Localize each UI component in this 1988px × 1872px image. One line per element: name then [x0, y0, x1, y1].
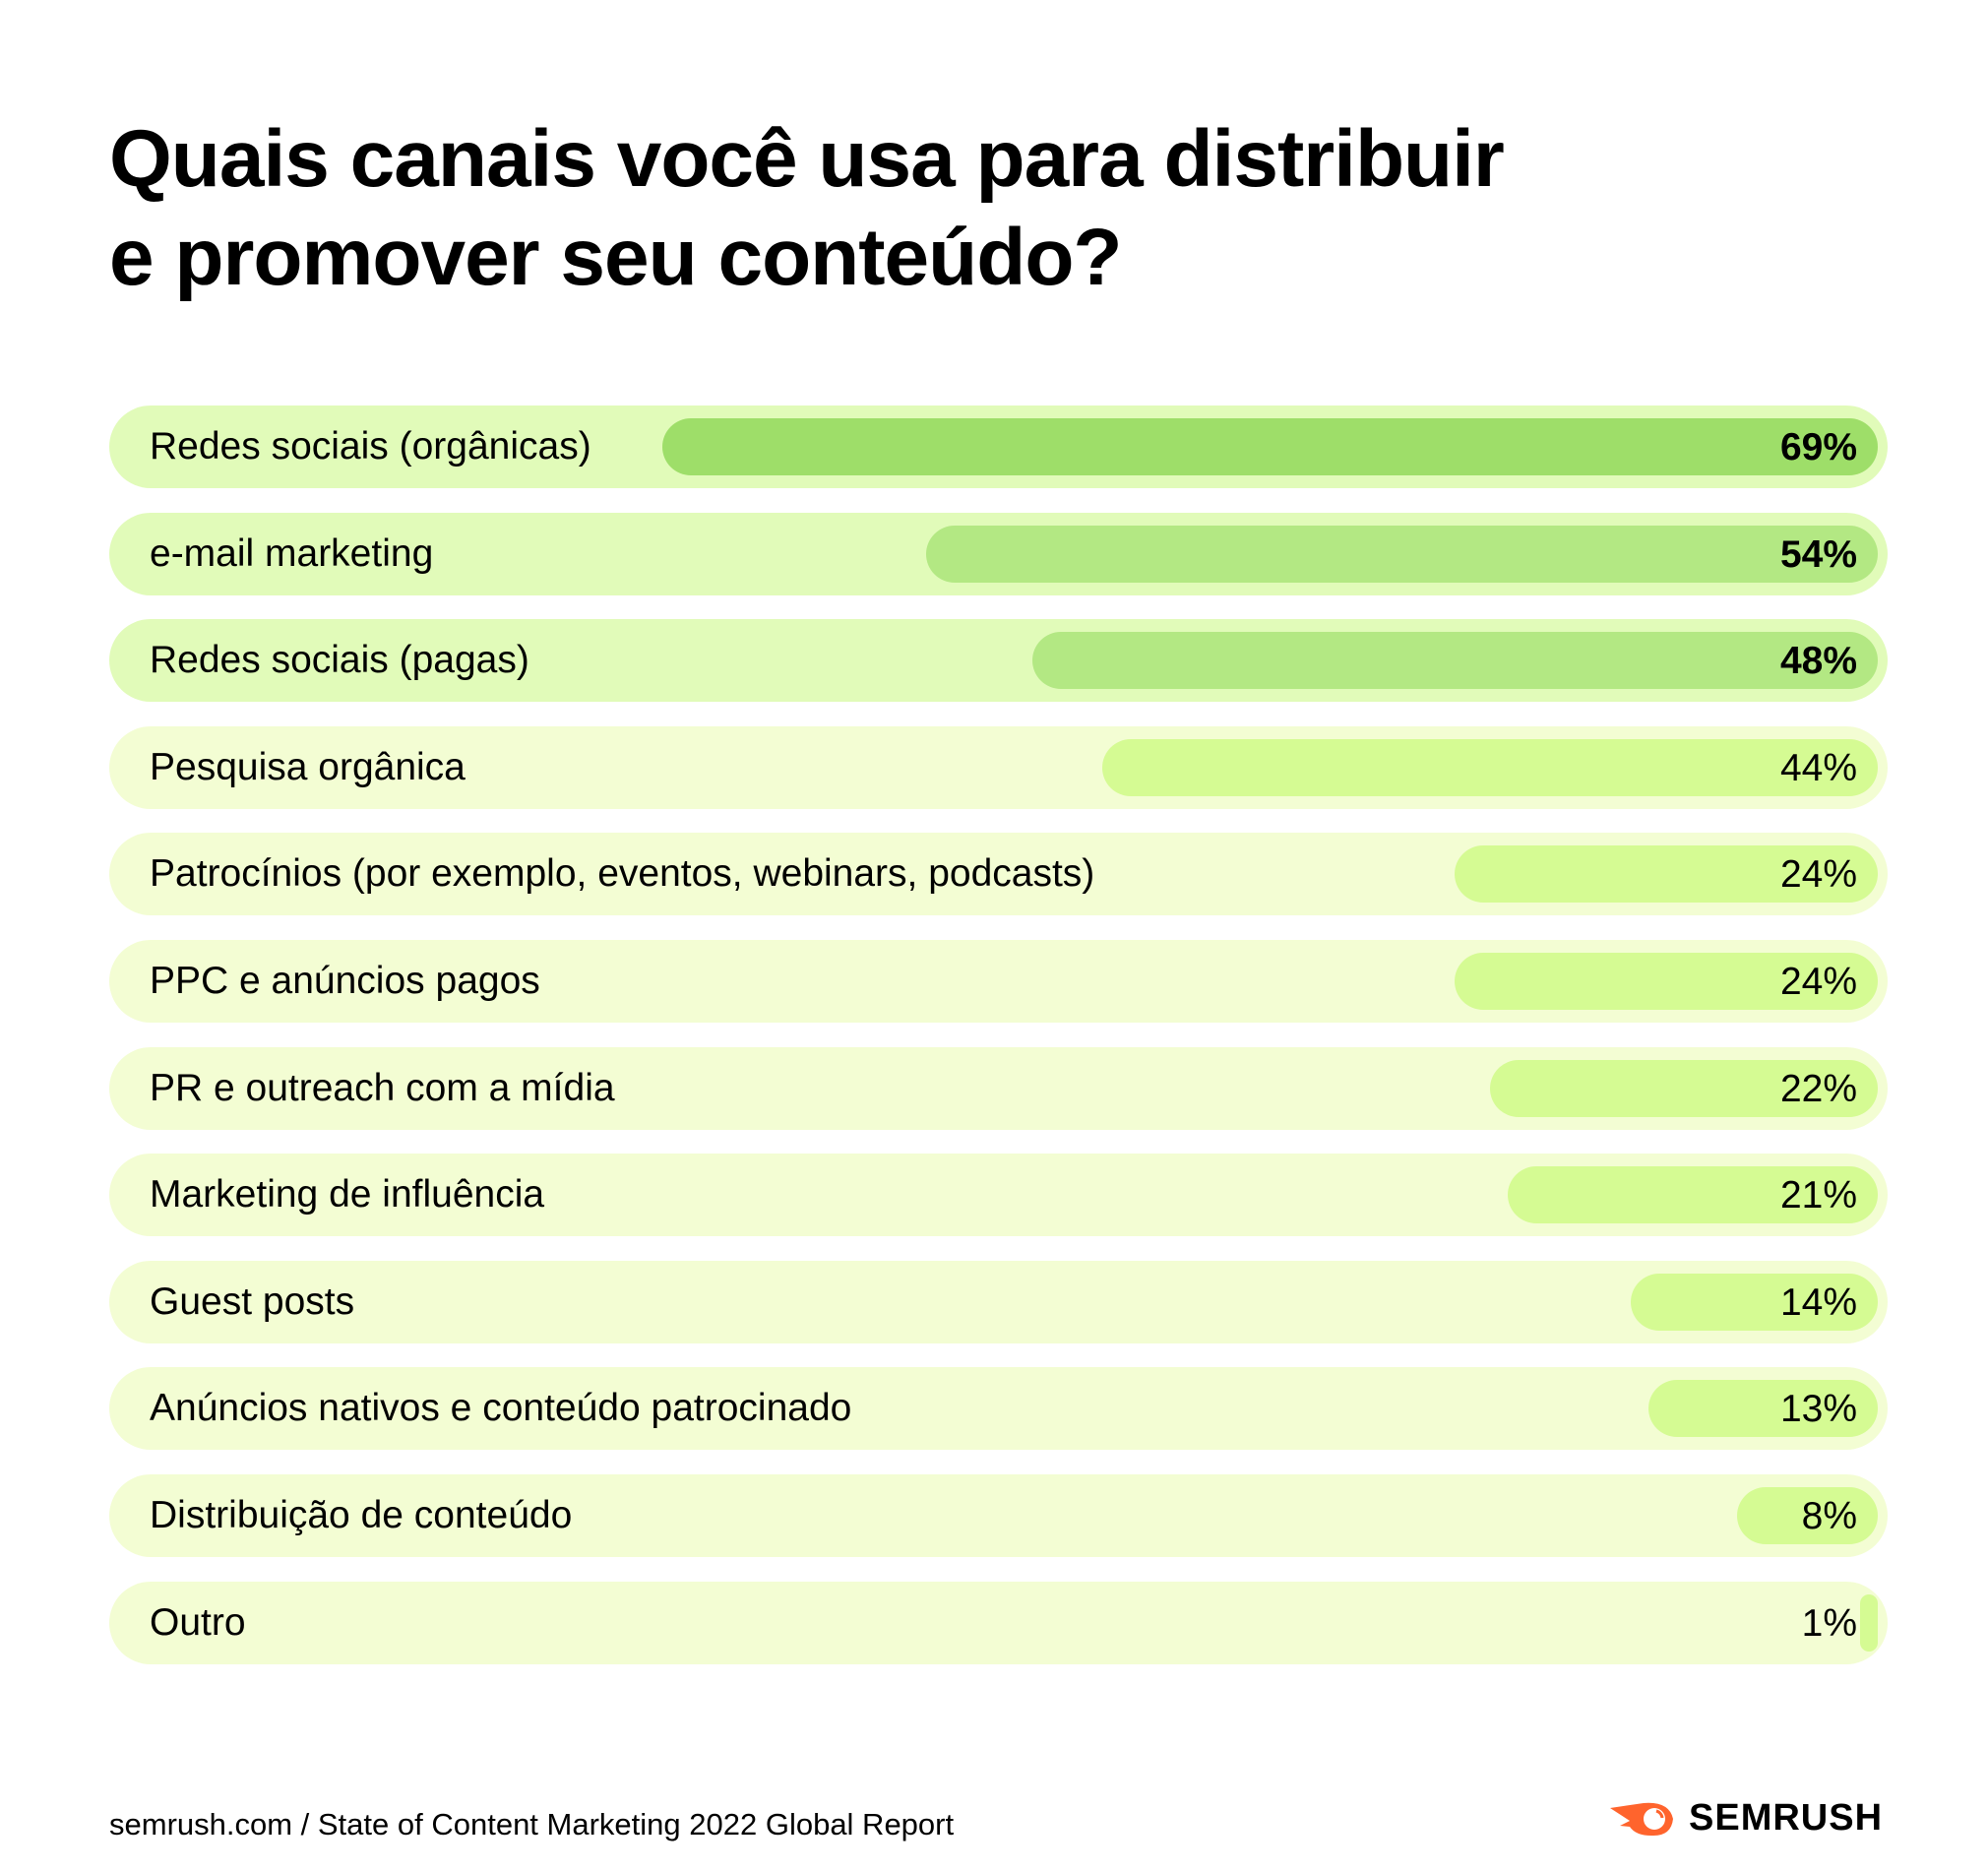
category-label: Distribuição de conteúdo — [150, 1494, 573, 1536]
data-label: 1% — [1801, 1601, 1857, 1645]
data-label: 69% — [1779, 426, 1857, 468]
category-label: PR e outreach com a mídia — [150, 1066, 615, 1109]
category-label: Redes sociais (orgânicas) — [150, 425, 591, 468]
data-label: 8% — [1801, 1495, 1857, 1537]
chart-title: Quais canais você usa para distribuir e … — [109, 110, 1684, 307]
bar-row: Marketing de influência 21% — [109, 1154, 1888, 1237]
semrush-comet-icon — [1610, 1802, 1673, 1836]
data-label: 22% — [1779, 1067, 1857, 1110]
bar-row: Redes sociais (pagas) 48% — [109, 619, 1888, 703]
data-label: 44% — [1779, 746, 1857, 789]
bar — [661, 418, 1878, 475]
bar-row: Guest posts 14% — [109, 1260, 1888, 1343]
bar — [1455, 845, 1878, 904]
data-label: 13% — [1779, 1388, 1857, 1431]
bar — [1631, 1273, 1878, 1331]
bar-row: PPC e anúncios pagos 24% — [109, 940, 1888, 1023]
bar-row: Anúncios nativos e conteúdo patrocinado 1… — [109, 1367, 1888, 1451]
bar — [926, 525, 1878, 583]
data-label: 21% — [1779, 1174, 1857, 1217]
bar-row: Distribuição de conteúdo 8% — [109, 1474, 1888, 1557]
category-label: Anúncios nativos e conteúdo patrocinado — [150, 1387, 852, 1430]
bar-row: e-mail marketing 54% — [109, 512, 1888, 595]
data-label: 14% — [1779, 1280, 1857, 1324]
bar — [1736, 1487, 1878, 1544]
bar — [1648, 1380, 1878, 1438]
category-label: Pesquisa orgânica — [150, 745, 466, 788]
bar-row: Redes sociais (orgânicas) 69% — [109, 406, 1888, 488]
category-label: e-mail marketing — [150, 531, 434, 575]
title-line-2: e promover seu conteúdo? — [109, 213, 1123, 302]
bar — [1455, 953, 1878, 1010]
data-label: 54% — [1779, 532, 1857, 576]
bar-row: Patrocínios (por exemplo, eventos, webin… — [109, 833, 1888, 916]
source-footer: semrush.com / State of Content Marketing… — [109, 1807, 955, 1841]
data-label: 24% — [1779, 853, 1857, 897]
title-line-1: Quais canais você usa para distribuir — [109, 114, 1505, 204]
category-label: Marketing de influência — [150, 1173, 545, 1217]
bar — [1102, 738, 1878, 796]
logo-text: SEMRUSH — [1689, 1797, 1884, 1839]
bar — [1860, 1593, 1878, 1652]
data-label: 24% — [1779, 961, 1857, 1003]
bar-row: Pesquisa orgânica 44% — [109, 725, 1888, 809]
bar-row: PR e outreach com a mídia 22% — [109, 1046, 1888, 1130]
bar — [1031, 632, 1878, 690]
category-label: Outro — [150, 1600, 246, 1644]
category-label: Redes sociais (pagas) — [150, 639, 529, 682]
bar-row: Outro 1% — [109, 1581, 1888, 1664]
category-label: Patrocínios (por exemplo, eventos, webin… — [150, 852, 1095, 896]
semrush-logo: SEMRUSH — [1610, 1797, 1883, 1840]
category-label: Guest posts — [150, 1279, 355, 1323]
category-label: PPC e anúncios pagos — [150, 960, 540, 1002]
bar — [1508, 1166, 1878, 1224]
data-label: 48% — [1779, 640, 1857, 683]
bar — [1490, 1059, 1878, 1117]
